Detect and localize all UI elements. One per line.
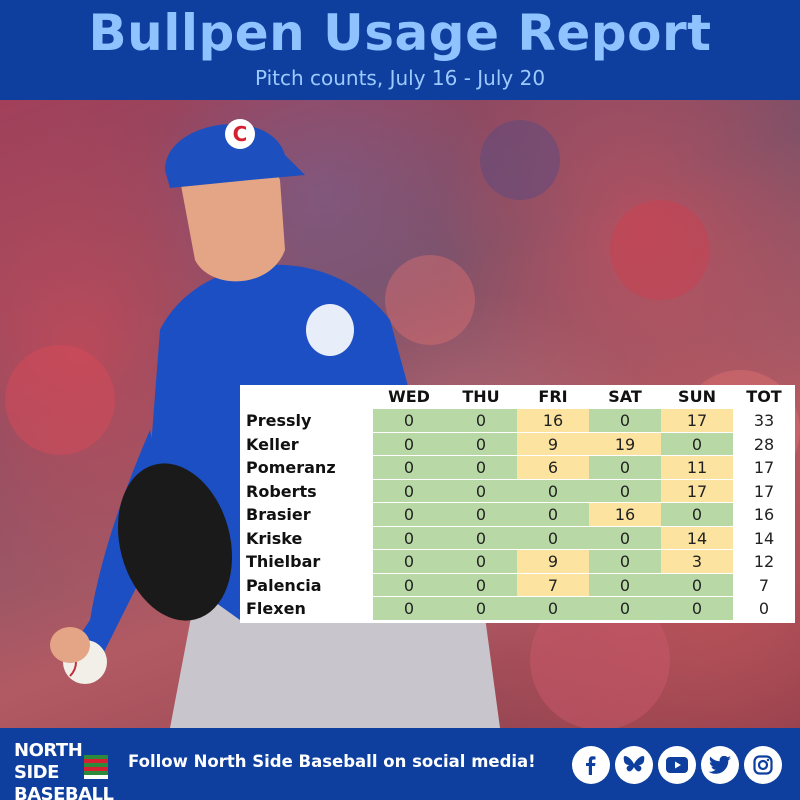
column-header-thu: THU: [462, 387, 500, 406]
pitch-count-cell: 0: [661, 573, 733, 597]
pitch-count-cell: 0: [373, 432, 445, 456]
page-subtitle: Pitch counts, July 16 - July 20: [254, 66, 546, 90]
pitch-count-cell: 0: [589, 409, 661, 433]
table-row: Flexen 0 0 0 0 0 0: [240, 597, 795, 621]
pitcher-name: Roberts: [246, 481, 317, 501]
pitcher-name: Pomeranz: [246, 458, 336, 477]
pitch-count-cell: 0: [517, 526, 589, 550]
pitcher-name: Flexen: [246, 599, 306, 618]
pitch-count-cell: 0: [373, 409, 445, 433]
youtube-icon[interactable]: [658, 746, 696, 784]
total-cell: 16: [733, 503, 795, 527]
table-row: Thielbar 0 0 9 0 3 12: [240, 550, 795, 574]
column-header-wed: WED: [388, 387, 430, 406]
table-row: Roberts 0 0 0 0 17 17: [240, 479, 795, 503]
total-cell: 17: [733, 479, 795, 503]
north-side-baseball-logo: NORTH SIDE BASEBALL: [14, 740, 124, 800]
twitter-glyph: [709, 756, 731, 774]
column-header-tot: TOT: [746, 387, 782, 406]
pitch-count-cell: 16: [517, 409, 589, 433]
pitch-count-cell: 0: [445, 456, 517, 480]
youtube-glyph: [666, 757, 688, 773]
pitch-count-cell: 0: [517, 479, 589, 503]
pitch-count-cell: 0: [373, 456, 445, 480]
logo-text-line1: NORTH SIDE: [14, 740, 83, 783]
pitch-count-cell: 0: [445, 526, 517, 550]
logo-text-line2: BASEBALL: [14, 784, 114, 800]
pitch-count-cell: 0: [589, 526, 661, 550]
pitch-count-cell: 0: [373, 503, 445, 527]
pitcher-name: Brasier: [246, 505, 311, 524]
header-banner: Bullpen Usage Report Pitch counts, July …: [0, 0, 800, 100]
pitch-count-cell: 0: [445, 573, 517, 597]
column-header-sat: SAT: [608, 387, 642, 406]
total-cell: 12: [733, 550, 795, 574]
pitch-count-cell: 0: [445, 597, 517, 621]
pitch-count-cell: 0: [589, 456, 661, 480]
bluesky-icon[interactable]: [615, 746, 653, 784]
column-header-fri: FRI: [538, 387, 568, 406]
pitch-count-cell: 0: [445, 409, 517, 433]
pitch-count-cell: 0: [589, 550, 661, 574]
total-cell: 17: [733, 456, 795, 480]
pitch-count-cell: 0: [373, 597, 445, 621]
pitcher-name: Kriske: [246, 528, 303, 548]
pitch-count-cell: 0: [661, 503, 733, 527]
footer-bar: NORTH SIDE BASEBALL Follow North Side Ba…: [0, 728, 800, 800]
follow-text: Follow North Side Baseball on social med…: [128, 752, 536, 771]
pitch-count-cell: 9: [517, 432, 589, 456]
pitcher-name: Palencia: [246, 575, 322, 595]
pitch-count-cell: 16: [589, 503, 661, 527]
pitch-count-cell: 0: [661, 597, 733, 621]
pitch-count-cell: 0: [445, 550, 517, 574]
column-header-sun: SUN: [678, 387, 716, 406]
total-cell: 28: [733, 432, 795, 456]
twitter-icon[interactable]: [701, 746, 739, 784]
table-row: Brasier 0 0 0 16 0 16: [240, 503, 795, 527]
pitch-count-cell: 0: [373, 550, 445, 574]
svg-text:C: C: [233, 122, 248, 146]
pitch-count-cell: 0: [517, 597, 589, 621]
pitch-count-cell: 17: [661, 479, 733, 503]
instagram-glyph: [753, 755, 773, 775]
pitch-count-cell: 0: [661, 432, 733, 456]
pitch-count-cell: 0: [373, 573, 445, 597]
pitch-count-cell: 0: [445, 432, 517, 456]
pitch-count-cell: 0: [373, 479, 445, 503]
pitch-count-cell: 6: [517, 456, 589, 480]
table-row: Keller 0 0 9 19 0 28: [240, 432, 795, 456]
pitch-count-cell: 19: [589, 432, 661, 456]
pitcher-name: Thielbar: [246, 552, 321, 571]
total-cell: 33: [733, 409, 795, 433]
logo-flag-icon: [84, 755, 108, 779]
table-row: Kriske 0 0 0 0 14 14: [240, 526, 795, 550]
total-cell: 0: [733, 597, 795, 621]
pitch-count-cell: 17: [661, 409, 733, 433]
total-cell: 7: [733, 573, 795, 597]
pitch-count-cell: 0: [589, 573, 661, 597]
pitch-count-cell: 7: [517, 573, 589, 597]
pitch-count-cell: 0: [517, 503, 589, 527]
pitch-count-cell: 3: [661, 550, 733, 574]
page-title: Bullpen Usage Report: [88, 4, 712, 62]
pitcher-name: Keller: [246, 434, 299, 454]
bluesky-glyph: [623, 756, 645, 772]
table-row: Pomeranz 0 0 6 0 11 17: [240, 456, 795, 480]
table-row: Pressly 0 0 16 0 17 33: [240, 409, 795, 433]
pitch-count-cell: 0: [445, 503, 517, 527]
pitch-count-table: WED THU FRI SAT SUN TOT Pressly 0 0 16 0…: [240, 385, 795, 623]
instagram-icon[interactable]: [744, 746, 782, 784]
table-row: Palencia 0 0 7 0 0 7: [240, 573, 795, 597]
pitch-count-cell: 0: [373, 526, 445, 550]
total-cell: 14: [733, 526, 795, 550]
pitcher-name: Pressly: [246, 411, 312, 430]
pitch-count-cell: 9: [517, 550, 589, 574]
pitch-count-cell: 0: [589, 479, 661, 503]
pitch-count-cell: 11: [661, 456, 733, 480]
facebook-glyph: [586, 756, 596, 775]
pitch-count-cell: 14: [661, 526, 733, 550]
pitch-count-cell: 0: [445, 479, 517, 503]
pitch-count-cell: 0: [589, 597, 661, 621]
facebook-icon[interactable]: [572, 746, 610, 784]
